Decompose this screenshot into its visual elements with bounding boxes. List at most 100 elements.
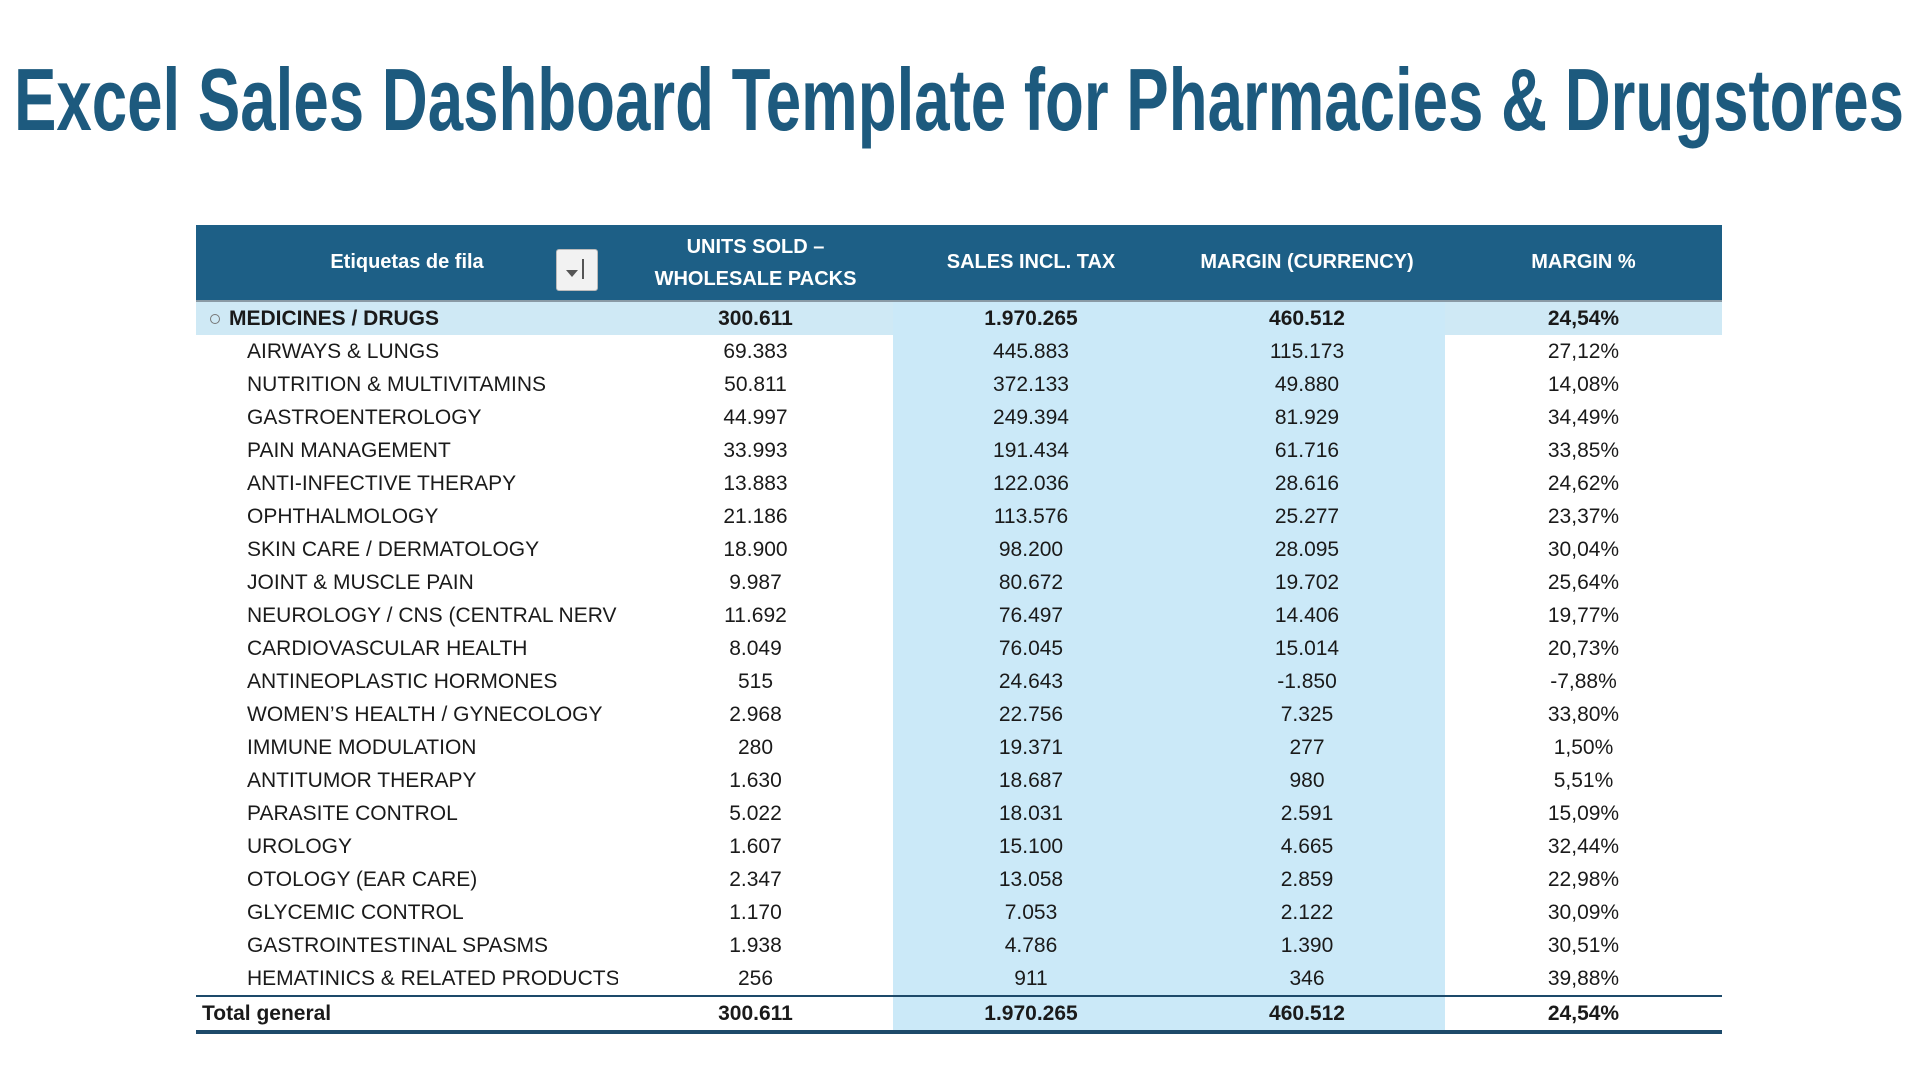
cell-text: 18.687 [998,768,1064,792]
cell-value: 27,12% [1445,335,1722,368]
cell-value: 76.045 [893,632,1169,665]
header-cell: Etiquetas de fila [196,225,618,300]
cell-text: 22.756 [998,702,1064,726]
cell-text: 9.987 [729,570,782,594]
cell-value: 21.186 [618,500,893,533]
row-label: NEUROLOGY / CNS (CENTRAL NERV [196,599,618,632]
cell-text: 33,85% [1547,438,1620,462]
cell-text: 445.883 [993,339,1069,363]
collapse-icon[interactable] [210,314,220,324]
cell-text: 1.390 [1280,933,1334,957]
cell-text: 22,98% [1547,867,1620,891]
cell-value: 346 [1169,962,1445,995]
cell-value: 19,77% [1445,599,1722,632]
data-row: PARASITE CONTROL 5.022 18.031 2.591 15,09% [196,797,1722,830]
cell-text: -7,88% [1550,669,1617,693]
header-text: MARGIN % [1531,251,1636,273]
cell-value: 15.014 [1169,632,1445,665]
cell-value: 2.591 [1169,797,1445,830]
cell-text: 23,37% [1547,504,1620,528]
cell-value: 24,62% [1445,467,1722,500]
cell-text: UROLOGY [247,834,353,858]
row-label: ANTI-INFECTIVE THERAPY [196,467,618,500]
header-text: MARGIN (CURRENCY) [1200,251,1414,273]
total-row: Total general 300.611 1.970.265 460.512 24,5… [196,995,1722,1034]
cell-text: 1.938 [729,933,782,957]
cell-value: 256 [618,962,893,995]
cell-text: PARASITE CONTROL [247,801,458,825]
cell-value: 19.371 [893,731,1169,764]
cell-value: 44.997 [618,401,893,434]
cell-value: 2.859 [1169,863,1445,896]
cell-value: 460.512 [1169,997,1445,1030]
cell-value: 14,08% [1445,368,1722,401]
cell-value: 24,54% [1445,997,1722,1030]
cell-value: 515 [618,665,893,698]
cell-value: 2.347 [618,863,893,896]
cell-value: 28.095 [1169,533,1445,566]
row-label: OTOLOGY (EAR CARE) [196,863,618,896]
cell-text: 18.031 [998,801,1064,825]
row-label: JOINT & MUSCLE PAIN [196,566,618,599]
cell-text: 1.170 [729,900,782,924]
cell-value: 81.929 [1169,401,1445,434]
cell-value: 13.058 [893,863,1169,896]
cell-value: 7.053 [893,896,1169,929]
cell-text: 30,09% [1547,900,1620,924]
row-label: IMMUNE MODULATION [196,731,618,764]
cell-text: 249.394 [993,405,1069,429]
cell-value: 25,64% [1445,566,1722,599]
cell-text: NUTRITION & MULTIVITAMINS [247,372,547,396]
cell-text: 8.049 [729,636,782,660]
cell-value: 39,88% [1445,962,1722,995]
data-row: GASTROENTEROLOGY 44.997 249.394 81.929 34,49… [196,401,1722,434]
cell-text: PAIN MANAGEMENT [247,438,451,462]
cell-value: 19.702 [1169,566,1445,599]
cell-value: 15,09% [1445,797,1722,830]
cell-text: ANTI-INFECTIVE THERAPY [247,471,517,495]
cell-text: 460.512 [1269,306,1345,330]
cell-text: AIRWAYS & LUNGS [247,339,440,363]
sort-button[interactable] [556,249,598,291]
cell-text: 61.716 [1274,438,1340,462]
cell-value: 113.576 [893,500,1169,533]
cell-text: Total general [202,1001,332,1025]
cell-value: 28.616 [1169,467,1445,500]
cell-text: 33.993 [723,438,788,462]
cell-text: 15.100 [998,834,1064,858]
cell-text: 5.022 [729,801,782,825]
cell-text: OPHTHALMOLOGY [247,504,439,528]
data-row: CARDIOVASCULAR HEALTH 8.049 76.045 15.014 20… [196,632,1722,665]
cell-value: 2.968 [618,698,893,731]
cell-text: 24.643 [998,669,1064,693]
row-label: WOMEN’S HEALTH / GYNECOLOGY [196,698,618,731]
cell-text: 122.036 [993,471,1069,495]
cell-text: 24,54% [1547,306,1620,330]
cell-text: SKIN CARE / DERMATOLOGY [247,537,540,561]
cell-text: 1.970.265 [984,306,1078,330]
cell-text: HEMATINICS & RELATED PRODUCTS [247,966,618,990]
data-row: NEUROLOGY / CNS (CENTRAL NERV 11.692 76.49… [196,599,1722,632]
cell-text: 20,73% [1547,636,1620,660]
cell-text: 4.665 [1280,834,1334,858]
cell-value: 13.883 [618,467,893,500]
cell-value: 32,44% [1445,830,1722,863]
header-cell: MARGIN % [1445,225,1722,300]
cell-text: CARDIOVASCULAR HEALTH [247,636,528,660]
cell-text: ANTINEOPLASTIC HORMONES [247,669,558,693]
row-label: Total general [196,997,618,1030]
cell-text: 280 [737,735,774,759]
data-row: NUTRITION & MULTIVITAMINS 50.811 372.133 49… [196,368,1722,401]
cell-value: 33,80% [1445,698,1722,731]
cell-text: WOMEN’S HEALTH / GYNECOLOGY [247,702,603,726]
header-row: Etiquetas de fila UNITS SOLD – WHOLESALE … [196,225,1722,302]
cell-value: 372.133 [893,368,1169,401]
cell-value: 50.811 [618,368,893,401]
cell-value: 122.036 [893,467,1169,500]
cell-value: 300.611 [618,997,893,1030]
cell-text: 28.616 [1274,471,1340,495]
row-label: PARASITE CONTROL [196,797,618,830]
cell-text: NEUROLOGY / CNS (CENTRAL NERV [247,603,617,627]
cell-text: 1.630 [729,768,782,792]
